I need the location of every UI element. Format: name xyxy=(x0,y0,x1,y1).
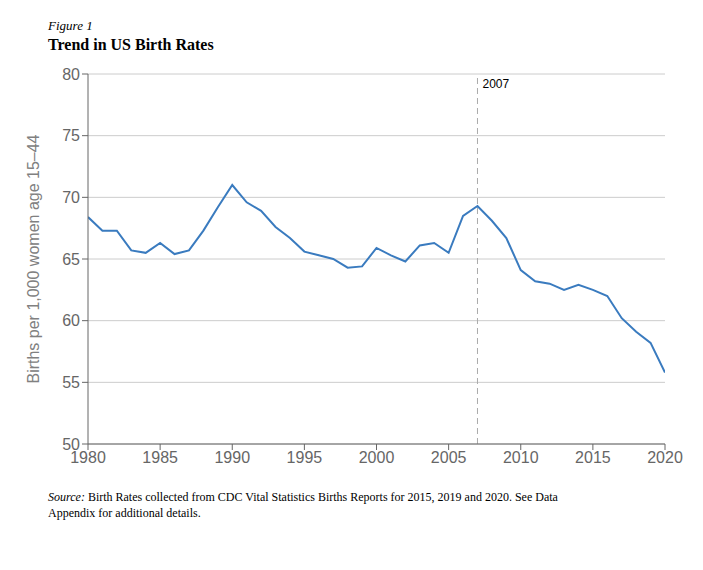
svg-text:65: 65 xyxy=(62,251,80,268)
svg-text:2007: 2007 xyxy=(482,77,509,91)
svg-text:2010: 2010 xyxy=(503,449,539,466)
svg-text:75: 75 xyxy=(62,127,80,144)
svg-text:2015: 2015 xyxy=(575,449,611,466)
svg-text:2005: 2005 xyxy=(431,449,467,466)
svg-text:1990: 1990 xyxy=(214,449,250,466)
svg-text:1985: 1985 xyxy=(142,449,178,466)
svg-text:50: 50 xyxy=(62,436,80,453)
svg-text:2020: 2020 xyxy=(647,449,683,466)
html-text:Figure 1: Figure 1 xyxy=(48,18,93,33)
html-text:Source: Birth Rates collected: Source: Birth Rates collected from CDC V… xyxy=(48,490,558,520)
svg-text:70: 70 xyxy=(62,189,80,206)
svg-text:2000: 2000 xyxy=(359,449,395,466)
html-text:Trend in US Birth Rates: Trend in US Birth Rates xyxy=(48,36,214,53)
svg-text:1980: 1980 xyxy=(70,449,106,467)
svg-text:1995: 1995 xyxy=(287,449,323,466)
svg-text:60: 60 xyxy=(62,312,80,329)
svg-text:Births per 1,000 women age 15–: Births per 1,000 women age 15–44 xyxy=(25,134,42,383)
svg-text:80: 80 xyxy=(62,66,80,83)
svg-text:55: 55 xyxy=(62,374,80,391)
